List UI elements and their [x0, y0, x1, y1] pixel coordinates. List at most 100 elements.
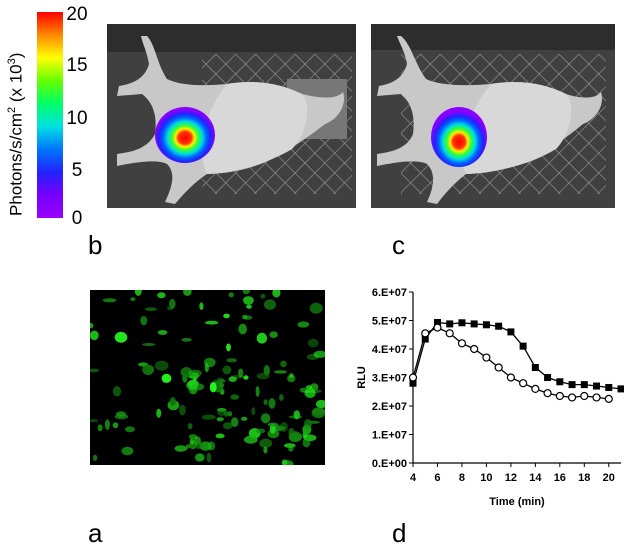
fluorescent-cell [267, 422, 279, 427]
data-point-square [409, 379, 417, 387]
data-point-circle [592, 393, 601, 402]
series-line [412, 326, 609, 400]
fluorescent-cell [157, 330, 168, 335]
data-point-circle [470, 344, 479, 354]
fluorescent-cell [112, 386, 122, 397]
data-point-circle [604, 394, 613, 403]
fluorescent-cell [216, 417, 224, 422]
x-tick-label: 8 [459, 472, 465, 484]
data-point-square [605, 383, 613, 391]
fluorescent-cell [307, 420, 320, 424]
colorbar-label-sup2: 3 [6, 58, 18, 65]
fluorescent-cell [195, 453, 205, 462]
data-point-circle [506, 373, 515, 382]
fluorescent-cell [288, 446, 294, 452]
fluorescent-cell [87, 419, 99, 423]
fluorescent-cell [289, 373, 294, 378]
mouse-image-b-graphic [107, 24, 356, 208]
x-tick-label: 10 [480, 472, 492, 484]
colorbar-label: Photons/s/cm2 (x 103) [6, 53, 27, 216]
colorbar-tick: 5 [71, 160, 83, 181]
data-point-square [433, 318, 441, 326]
panel-label-b: b [88, 230, 103, 260]
data-point-square [519, 342, 527, 350]
fluorescent-cell [88, 368, 99, 373]
fluorescent-cell [288, 431, 302, 442]
fluorescent-cell [226, 343, 231, 352]
fluorescent-cell [104, 419, 110, 430]
data-point-circle [555, 391, 564, 401]
fluorescent-cell [231, 417, 239, 428]
fluorescent-cell [255, 386, 260, 397]
fluorescent-cell [280, 360, 287, 368]
fluorescent-cell [284, 443, 296, 448]
fluorescent-cell [97, 424, 103, 432]
fluorescent-cell [243, 375, 249, 380]
fluorescent-cell [293, 410, 300, 420]
fluorescent-cell [209, 382, 217, 393]
colorbar-label-mid: (x 10 [6, 64, 26, 107]
fluorescent-cell [251, 407, 256, 416]
fluorescent-cell [199, 302, 204, 310]
fluorescent-cell [92, 454, 98, 461]
fluorescent-cell [88, 322, 94, 329]
data-point-square [446, 320, 454, 328]
fluorescent-cell [243, 296, 254, 305]
fluorescent-cell [161, 373, 172, 383]
data-point-square [482, 321, 490, 329]
fluorescent-cell [311, 407, 326, 419]
fluorescent-cell [183, 287, 192, 296]
fluorescent-cell [169, 298, 176, 309]
x-tick-label: 16 [554, 472, 566, 484]
fluorescent-cell [167, 306, 173, 311]
colorbar-tick: 20 [66, 4, 88, 25]
x-tick-label: 4 [410, 472, 417, 484]
fluorescent-cell [256, 372, 270, 380]
data-point-square [593, 382, 601, 390]
fluorescent-cell [263, 446, 268, 454]
panel-label-a: a [88, 518, 103, 548]
fluorescent-cell [297, 321, 310, 328]
colorbar-label-main: Photons/s/cm [6, 113, 26, 216]
data-point-square [458, 319, 466, 327]
fluorescent-cell [267, 429, 280, 439]
fluorescent-cell [223, 422, 233, 430]
data-point-square [568, 381, 576, 389]
fluorescent-cell [189, 440, 197, 450]
fluorescent-cell [188, 369, 202, 377]
data-point-circle [543, 389, 552, 398]
fluorescent-cell [269, 331, 278, 338]
series-line [412, 321, 622, 390]
fluorescent-cell [256, 332, 268, 344]
fluorescent-cell [272, 288, 281, 298]
fluorescent-cell [268, 398, 276, 409]
fluorescence-micrograph-a [87, 286, 328, 468]
x-tick-label: 20 [603, 472, 615, 484]
fluorescence-micrograph-graphic [87, 286, 328, 468]
y-tick-label: 0.E+00 [372, 458, 407, 470]
fluorescent-cell [142, 343, 156, 346]
colorbar: 20 15 10 5 0 Photons/s/cm2 (x 103) [0, 0, 100, 230]
fluorescent-cell [309, 302, 323, 314]
fluorescent-cell [215, 433, 225, 439]
fluorescent-cell [263, 399, 268, 405]
data-point-square [531, 364, 539, 372]
y-tick-label: 2.E+07 [372, 401, 407, 413]
fluorescent-cell [217, 408, 226, 416]
fluorescent-cell [304, 419, 312, 429]
fluorescent-cell [199, 441, 212, 451]
mouse-image-c [371, 24, 615, 208]
fluorescent-cell [144, 307, 157, 312]
y-axis-label: RLU [356, 366, 368, 389]
fluorescent-cell [223, 313, 230, 319]
fluorescent-cell [112, 422, 119, 429]
data-point-circle [433, 323, 442, 332]
fluorescent-cell [263, 365, 270, 376]
data-point-circle [567, 393, 577, 402]
fluorescent-cell [174, 445, 188, 452]
fluorescent-cell [228, 292, 234, 298]
fluorescent-cell [244, 435, 258, 444]
mouse-image-c-graphic [371, 24, 615, 208]
panel-label-d: d [392, 518, 407, 548]
fluorescent-cell [260, 293, 266, 299]
